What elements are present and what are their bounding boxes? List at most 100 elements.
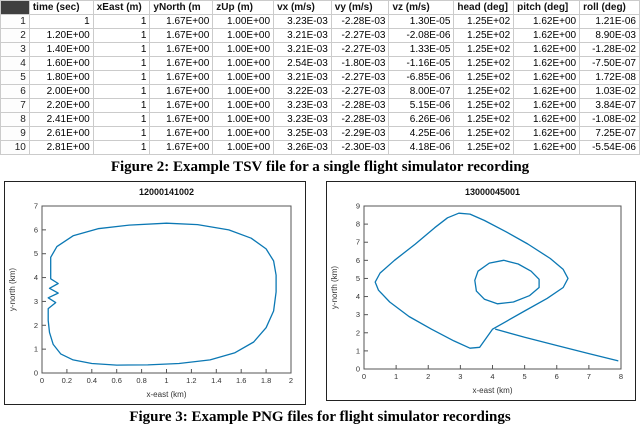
trajectory-path <box>495 328 619 362</box>
plot-title: 13000045001 <box>465 187 520 197</box>
table-cell: 1.00E+00 <box>212 126 275 141</box>
table-cell: -1.08E-02 <box>579 112 640 127</box>
y-tick-label: 2 <box>356 328 360 337</box>
table-cell: -6.85E-06 <box>388 70 455 85</box>
row-number: 7 <box>0 98 30 113</box>
column-header: head (deg] <box>453 0 515 15</box>
x-tick-label: 1 <box>394 372 398 381</box>
x-tick-label: 3 <box>458 372 462 381</box>
table-header-row: time (sec) xEast (m) yNorth (m zUp (m) vx (m… <box>0 0 640 15</box>
table-cell: 1.00E+00 <box>212 84 275 99</box>
table-cell: 5.15E-06 <box>388 98 455 113</box>
table-cell: 1 <box>92 14 151 29</box>
row-number: 2 <box>0 28 30 43</box>
y-axis-label: y-north (km) <box>330 266 339 309</box>
y-tick-label: 4 <box>34 273 38 282</box>
table-cell: 1 <box>92 98 151 113</box>
table-row: 10 2.81E+00 1 1.67E+00 1.00E+00 3.26E-03 -2.30… <box>0 140 640 155</box>
table-cell: 1.60E+00 <box>28 56 94 71</box>
table-row: 5 1.80E+00 1 1.67E+00 1.00E+00 3.21E-03 -2.27E… <box>0 70 640 85</box>
x-tick-label: 0 <box>40 376 44 385</box>
table-cell: 1.00E+00 <box>212 28 275 43</box>
table-cell: 3.21E-03 <box>273 28 332 43</box>
column-header: time (sec) <box>28 0 94 15</box>
figure2-caption: Figure 2: Example TSV file for a single … <box>110 159 530 175</box>
table-cell: -2.27E-03 <box>330 42 390 57</box>
x-tick-label: 1.4 <box>211 376 221 385</box>
table-cell: 1.30E-05 <box>388 14 455 29</box>
y-tick-label: 7 <box>356 238 360 247</box>
y-tick-label: 8 <box>356 220 360 229</box>
table-cell: 3.26E-03 <box>273 140 332 155</box>
table-cell: 2.20E+00 <box>28 98 94 113</box>
table-cell: 1.62E+00 <box>513 140 581 155</box>
column-header: xEast (m) <box>92 0 151 15</box>
x-tick-label: 1 <box>164 376 168 385</box>
figures-row: 0 0.2 0.4 0.6 0.8 1 1.2 1.4 1.6 1.8 2 0 1 2 3 4 5 6 7 12000… <box>0 179 640 405</box>
table-cell: 2.81E+00 <box>28 140 94 155</box>
y-tick-label: 0 <box>34 369 38 378</box>
y-tick-label: 1 <box>356 346 360 355</box>
table-cell: 1.25E+02 <box>453 126 515 141</box>
y-tick-label: 1 <box>34 345 38 354</box>
table-cell: 1.62E+00 <box>513 28 581 43</box>
table-cell: 3.84E-07 <box>579 98 640 113</box>
table-cell: -2.27E-03 <box>330 84 390 99</box>
y-tick-label: 2 <box>34 321 38 330</box>
table-cell: 1.67E+00 <box>149 14 214 29</box>
table-cell: 1.62E+00 <box>513 42 581 57</box>
table-cell: 1.25E+02 <box>453 70 515 85</box>
column-header: pitch (deg] <box>513 0 581 15</box>
table-cell: 1.00E+00 <box>212 70 275 85</box>
figure3-caption: Figure 3: Example PNG files for flight s… <box>129 409 511 425</box>
table-cell: 3.22E-03 <box>273 84 332 99</box>
table-cell: 1.00E+00 <box>212 42 275 57</box>
table-cell: 3.23E-03 <box>273 112 332 127</box>
x-tick-label: 0.4 <box>87 376 97 385</box>
table-cell: 1.67E+00 <box>149 140 214 155</box>
table-cell: -5.54E-06 <box>579 140 640 155</box>
table-cell: -2.30E-03 <box>330 140 390 155</box>
plot-box <box>41 205 292 374</box>
row-number: 4 <box>0 56 30 71</box>
table-cell: -2.28E-03 <box>330 98 390 113</box>
trajectory-plot-left: 0 0.2 0.4 0.6 0.8 1 1.2 1.4 1.6 1.8 2 0 1 2 3 4 5 6 7 12000… <box>4 181 306 405</box>
table-cell: 1.21E-06 <box>579 14 640 29</box>
table-cell: 1.00E+00 <box>212 56 275 71</box>
column-header: zUp (m) <box>212 0 275 15</box>
table-cell: 1.67E+00 <box>149 112 214 127</box>
table-cell: 1.62E+00 <box>513 112 581 127</box>
table-cell: 2.00E+00 <box>28 84 94 99</box>
row-number: 1 <box>0 14 30 29</box>
row-number: 6 <box>0 84 30 99</box>
x-tick-label: 4 <box>490 372 494 381</box>
trajectory-path <box>474 259 540 305</box>
table-cell: 1.25E+02 <box>453 98 515 113</box>
table-cell: 1.67E+00 <box>149 84 214 99</box>
x-tick-label: 0.6 <box>111 376 121 385</box>
table-cell: 1.67E+00 <box>149 42 214 57</box>
y-tick-label: 0 <box>356 365 360 374</box>
table-row: 2 1.20E+00 1 1.67E+00 1.00E+00 3.21E-03 -2.27E… <box>0 28 640 43</box>
table-cell: 1.72E-08 <box>579 70 640 85</box>
table-cell: 1.00E+00 <box>212 140 275 155</box>
table-row: 8 2.41E+00 1 1.67E+00 1.00E+00 3.23E-03 -2.28E… <box>0 112 640 127</box>
x-tick-label: 5 <box>523 372 527 381</box>
table-cell: 1.67E+00 <box>149 126 214 141</box>
trajectory-path <box>374 212 569 349</box>
table-cell: 6.26E-06 <box>388 112 455 127</box>
corner-cell <box>0 0 30 15</box>
table-row: 9 2.61E+00 1 1.67E+00 1.00E+00 3.25E-03 -2.29E… <box>0 126 640 141</box>
table-cell: 1 <box>92 56 151 71</box>
column-header: roll (deg) <box>579 0 640 15</box>
table-cell: 1.67E+00 <box>149 98 214 113</box>
table-cell: 1.62E+00 <box>513 98 581 113</box>
table-cell: 1.33E-05 <box>388 42 455 57</box>
x-tick-label: 8 <box>619 372 623 381</box>
table-cell: 1.00E+00 <box>212 98 275 113</box>
y-tick-label: 5 <box>356 274 360 283</box>
x-tick-label: 2 <box>426 372 430 381</box>
column-header: vy (m/s) <box>330 0 390 15</box>
plot-box <box>363 205 622 370</box>
table-cell: 1 <box>28 14 94 29</box>
